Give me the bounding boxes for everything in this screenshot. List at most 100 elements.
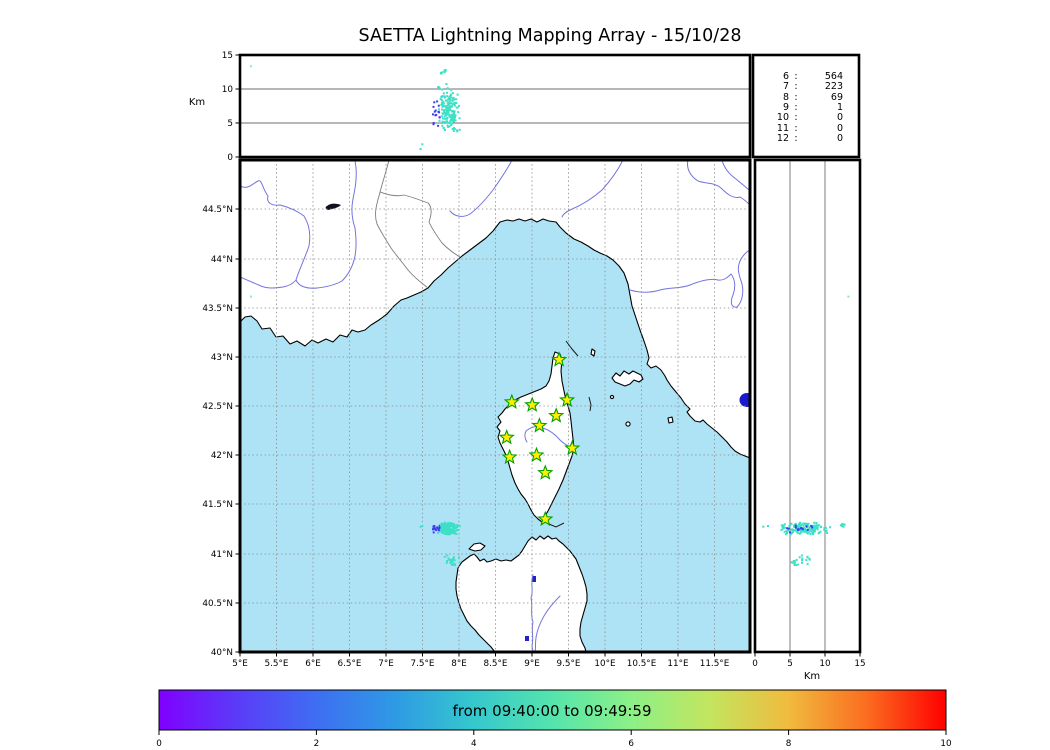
cb-tick: 2 <box>314 739 320 749</box>
lake-sardinia-2 <box>525 636 529 641</box>
lon-tick: 10°E <box>594 659 615 669</box>
station-count: 0 <box>837 123 843 134</box>
altitude-axis-ticks <box>235 54 240 158</box>
lightning-scatter-alt-lat <box>762 295 850 567</box>
station-count: 564 <box>825 71 843 82</box>
graticule <box>240 160 750 652</box>
lake-bolsena <box>739 393 750 407</box>
island-gorgona <box>609 394 615 400</box>
lon-tick: 8°E <box>451 659 467 669</box>
lat-tick: 43°N <box>211 353 233 363</box>
separator: : <box>794 123 797 134</box>
km-tick: 5 <box>787 659 793 669</box>
lon-tick: 5.5°E <box>265 659 289 669</box>
land-sardinia <box>455 535 588 652</box>
lon-tick: 9°E <box>524 659 540 669</box>
lat-tick: 41.5°N <box>202 500 233 510</box>
top-panel-alt-vs-lon: 15 10 5 0 Km <box>189 51 752 163</box>
station-id: 12 <box>777 133 789 144</box>
top-panel-gridlines <box>241 88 749 124</box>
cb-tick: 4 <box>471 739 477 749</box>
station-count-row: 11 : 0 <box>777 123 843 134</box>
right-panel-axis-label: Km <box>804 671 820 682</box>
land-mainland <box>240 160 750 459</box>
island-elba <box>611 370 644 387</box>
alt-tick-0: 0 <box>227 153 233 163</box>
colorbar-label: from 09:40:00 to 09:49:59 <box>452 702 651 720</box>
lat-tick: 40.5°N <box>202 599 233 609</box>
station-count-row: 8 : 69 <box>783 92 843 103</box>
lightning-scatter-lon-alt <box>249 65 461 150</box>
station-id: 6 <box>783 71 789 82</box>
rivers <box>240 160 750 652</box>
lake-alpine <box>325 203 341 210</box>
station-count: 223 <box>825 81 843 92</box>
separator: : <box>794 133 797 144</box>
alt-tick-10: 10 <box>222 85 234 95</box>
latitude-axis-ticks <box>235 208 240 653</box>
alt-tick-15: 15 <box>222 51 233 61</box>
station-count: 0 <box>837 133 843 144</box>
station-count: 1 <box>837 102 843 113</box>
cb-tick: 6 <box>628 739 634 749</box>
station-count-row: 10 : 0 <box>777 112 843 123</box>
separator: : <box>794 81 797 92</box>
station-id: 8 <box>783 92 789 103</box>
time-colorbar: from 09:40:00 to 09:49:59 0 2 4 6 8 10 <box>156 689 952 749</box>
right-panel-alt-vs-lat: 0 5 10 15 Km <box>752 158 866 682</box>
station-counts-panel: 6 : 564 7 : 223 8 : 69 9 : 1 10 : <box>751 53 861 159</box>
separator: : <box>794 112 797 123</box>
station-count: 0 <box>837 112 843 123</box>
km-tick: 10 <box>819 659 831 669</box>
separator: : <box>794 102 797 113</box>
station-id: 10 <box>777 112 789 123</box>
cb-tick: 10 <box>940 739 952 749</box>
alt-tick-5: 5 <box>227 119 233 129</box>
lon-tick: 6°E <box>305 659 321 669</box>
cb-tick: 8 <box>786 739 792 749</box>
lake-sardinia-1 <box>532 576 536 582</box>
km-tick: 15 <box>854 659 865 669</box>
colorbar-ticks <box>158 730 947 735</box>
km-tick: 0 <box>752 659 758 669</box>
station-id: 9 <box>783 102 789 113</box>
lon-tick: 9.5°E <box>557 659 581 669</box>
longitude-axis-ticks <box>239 652 715 657</box>
lon-tick: 8.5°E <box>484 659 508 669</box>
lon-tick: 7°E <box>378 659 394 669</box>
lat-tick: 44.5°N <box>202 205 233 215</box>
figure-title: SAETTA Lightning Mapping Array - 15/10/2… <box>359 26 742 46</box>
altitude-axis-label: Km <box>189 97 205 108</box>
land-corsica <box>496 351 575 523</box>
lon-tick: 5°E <box>232 659 248 669</box>
right-panel-gridlines <box>789 161 826 651</box>
lat-tick: 43.5°N <box>202 304 233 314</box>
map-panel: 44.5°N 44°N 43.5°N 43°N 42.5°N 42°N 41.5… <box>202 158 752 669</box>
lon-tick: 10.5°E <box>627 659 657 669</box>
lat-tick: 42.5°N <box>202 402 233 412</box>
lon-tick: 7.5°E <box>411 659 435 669</box>
offshore-segments <box>548 340 592 528</box>
island-capraia <box>590 348 596 357</box>
colorbar-gradient <box>158 689 947 731</box>
lat-tick: 44°N <box>211 255 233 265</box>
lightning-scatter-map <box>249 295 461 567</box>
island-giglio <box>667 416 674 424</box>
station-count: 69 <box>831 92 843 103</box>
lon-tick: 11°E <box>667 659 688 669</box>
island-montecristo <box>625 421 631 427</box>
cb-tick: 0 <box>156 739 162 749</box>
lat-tick: 42°N <box>211 451 233 461</box>
station-count-row: 12 : 0 <box>777 133 843 144</box>
station-count-row-highlight: 7 : 223 <box>783 81 843 92</box>
station-count-row: 9 : 1 <box>783 102 843 113</box>
lon-tick: 11.5°E <box>700 659 730 669</box>
island-asinara <box>468 542 486 552</box>
country-borders <box>375 160 461 289</box>
lat-tick: 40°N <box>211 648 233 658</box>
right-panel-axis-ticks <box>754 652 861 657</box>
separator: : <box>794 92 797 103</box>
lat-tick: 41°N <box>211 550 233 560</box>
